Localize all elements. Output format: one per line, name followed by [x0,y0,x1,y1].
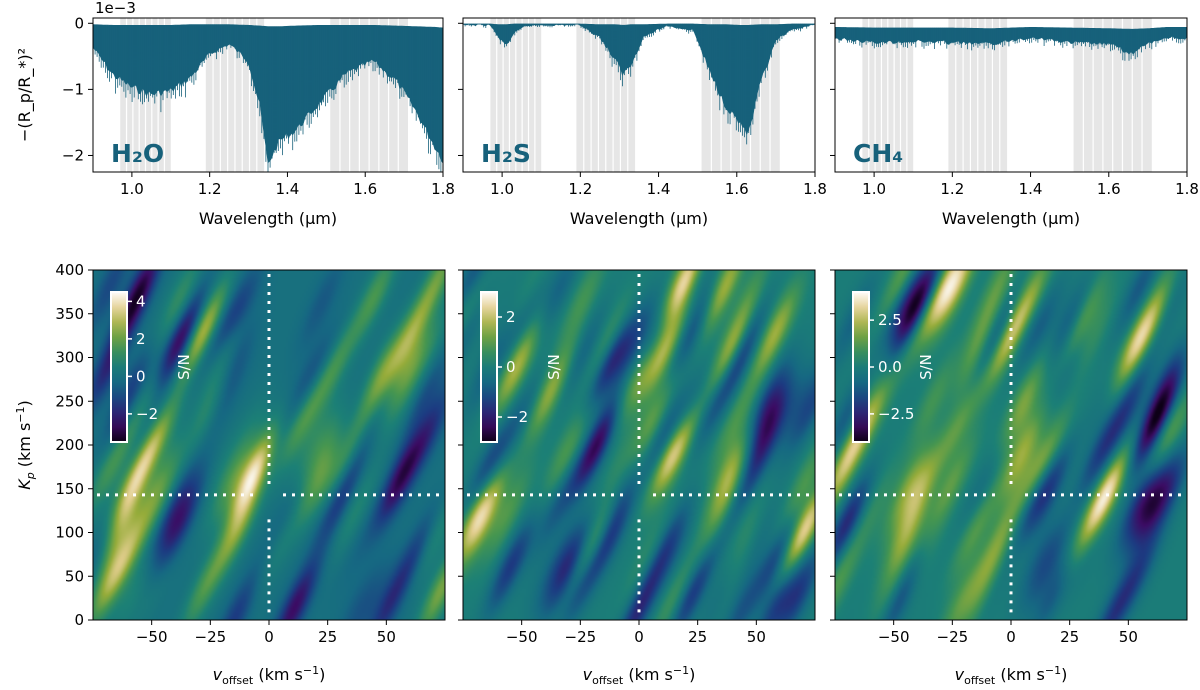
colorbar-label: S/N [545,354,563,380]
x-tick-label: 1.2 [940,180,964,198]
sn-map-panel-2: 2 0 −2 S/N −50 −25 0 25 50 voffset (km s−1) [458,269,816,687]
x-tick-label: 1.8 [803,180,827,198]
x-tick-label: 0 [1006,628,1016,646]
colorbar-tick-label: 0.0 [878,358,902,376]
colorbar-tick-label: 0 [136,367,146,385]
colorbar-label: S/N [917,354,935,380]
y-tick-label: 350 [55,305,84,323]
colorbar-tick-label: 2 [506,308,516,326]
x-axis-label: Wavelength (μm) [570,209,708,228]
x-tick-label: −50 [506,628,538,646]
x-tick-label: 1.2 [568,180,592,198]
colorbar-tick-label: −2 [136,405,158,423]
x-tick-label: 25 [318,628,337,646]
x-tick-label: 1.0 [862,180,886,198]
x-tick-label: 25 [688,628,707,646]
offset-text: 1e−3 [95,0,136,17]
x-tick-label: 1.8 [1175,180,1199,198]
x-tick-label: 1.2 [198,180,222,198]
molecule-label: CH₄ [853,139,903,168]
colorbar [852,291,870,443]
colorbar [480,291,498,443]
colorbar-tick-label: 4 [136,292,146,310]
y-tick-label: 50 [65,567,84,585]
x-tick-label: 1.6 [725,180,749,198]
spectrum-panel-3: CH₄ 1.0 1.2 1.4 1.6 1.8 Wavelength (μm) [830,17,1199,228]
x-tick-label: 1.0 [490,180,514,198]
molecule-label: H₂O [111,139,164,168]
x-axis-label: Wavelength (μm) [199,209,337,228]
x-tick-label: 0 [634,628,644,646]
colorbar-label: S/N [175,354,193,380]
x-axis-label: voffset (km s−1) [213,664,326,687]
x-tick-label: −50 [136,628,168,646]
colorbar-tick-label: −2 [506,408,528,426]
y-tick-label: 250 [55,392,84,410]
colorbar-tick-label: 2.5 [878,311,902,329]
x-tick-label: 1.8 [431,180,455,198]
y-tick-label: 150 [55,480,84,498]
top-y-axis-label: −(R_p/R_*)² [15,48,35,142]
y-tick-label: 0 [74,611,84,629]
x-axis-label: Wavelength (μm) [942,209,1080,228]
x-tick-label: 1.6 [353,180,377,198]
x-tick-label: 0 [264,628,274,646]
colorbar-tick-label: −2.5 [878,405,914,423]
colorbar-tick-label: 0 [506,358,516,376]
sn-map-panel-1: 4 2 0 −2 S/N −50 −25 0 25 50 voffset (km s−1) 0 50 10… [55,261,446,687]
x-axis-label: voffset (km s−1) [583,664,696,687]
x-tick-label: 1.4 [276,180,300,198]
y-tick-label: 200 [55,436,84,454]
x-tick-label: 1.4 [1019,180,1043,198]
colorbar-tick-label: 2 [136,330,146,348]
bottom-y-axis-label: Kp (km s−1) [14,400,37,490]
axes-frame [92,17,444,173]
y-tick-label: 400 [55,261,84,279]
y-tick-label: 300 [55,349,84,367]
x-tick-label: 50 [1119,628,1138,646]
axis-labels: 1e−3 −(R_p/R_*)² Kp (km s−1) [14,0,136,490]
colorbar [110,291,128,443]
x-tick-label: 50 [747,628,766,646]
x-tick-label: 50 [377,628,396,646]
x-tick-label: 1.0 [120,180,144,198]
axes-frame [462,17,816,173]
y-tick-label: 100 [55,524,84,542]
sn-map-panel-3: 2.5 0.0 −2.5 S/N −50 −25 0 25 50 voffset (km s−1) [830,269,1188,687]
spectrum-panel-1: H₂O 1.0 1.2 1.4 1.6 1.8 Wavelength (μm) 0 −1 −2 [62,14,455,228]
molecule-label: H₂S [481,139,531,168]
axes-frame [834,17,1188,173]
x-tick-label: −50 [878,628,910,646]
x-tick-label: −25 [937,628,969,646]
spectrum-panel-2: H₂S 1.0 1.2 1.4 1.6 1.8 Wavelength (μm) [458,17,827,228]
x-tick-label: −25 [565,628,597,646]
x-tick-label: −25 [195,628,227,646]
x-tick-label: 1.4 [647,180,671,198]
y-tick-label: −1 [62,80,84,98]
y-tick-label: 0 [74,14,84,32]
x-tick-label: 1.6 [1097,180,1121,198]
y-tick-label: −2 [62,146,84,164]
x-axis-label: voffset (km s−1) [955,664,1068,687]
x-tick-label: 25 [1060,628,1079,646]
